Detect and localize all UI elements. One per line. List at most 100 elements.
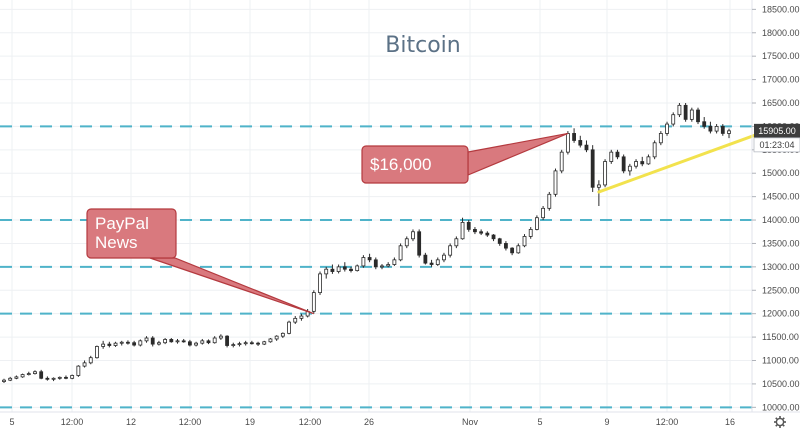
candle bbox=[274, 335, 279, 341]
candle bbox=[714, 124, 719, 134]
candle bbox=[8, 376, 13, 382]
candle-body bbox=[200, 340, 205, 344]
candle-body bbox=[8, 377, 13, 381]
candle bbox=[646, 154, 651, 165]
time-axis[interactable]: 5 12:00 12 12:00 19 12:00 26 Nov 5 9 12:00 16 bbox=[0, 411, 800, 427]
candle-body bbox=[231, 344, 236, 346]
candle-body bbox=[398, 245, 403, 261]
callout: PayPal News bbox=[86, 208, 315, 315]
candle bbox=[547, 191, 552, 211]
candle bbox=[615, 149, 620, 160]
candle bbox=[361, 255, 366, 268]
candle bbox=[150, 336, 155, 347]
price-tick-label: 12500.00 bbox=[762, 285, 800, 295]
callout-box bbox=[86, 208, 177, 259]
price-tick-label: 15000.00 bbox=[762, 168, 800, 178]
candle-body bbox=[163, 339, 168, 344]
candle bbox=[20, 373, 25, 378]
price-tick-label: 10500.00 bbox=[762, 379, 800, 389]
candle bbox=[101, 340, 106, 349]
candle-body bbox=[187, 341, 192, 346]
candle-body bbox=[404, 238, 409, 247]
candle-body bbox=[559, 151, 564, 172]
candle-body bbox=[609, 151, 614, 162]
candle-body bbox=[268, 338, 273, 343]
candle-body bbox=[367, 257, 372, 261]
candle bbox=[194, 341, 198, 347]
candle bbox=[14, 375, 19, 380]
candle-body bbox=[132, 342, 137, 346]
candle bbox=[212, 336, 217, 344]
candle bbox=[82, 360, 87, 368]
price-axis[interactable]: 10000.00 10500.00 11000.00 11500.00 12000.00… bbox=[751, 0, 800, 412]
price-tick-label: 17500.00 bbox=[762, 51, 800, 61]
candle-body bbox=[206, 340, 211, 344]
candle bbox=[485, 231, 490, 237]
candle bbox=[429, 259, 434, 267]
candle bbox=[609, 149, 614, 164]
candle-body bbox=[101, 343, 106, 347]
price-tick-label: 10000.00 bbox=[762, 402, 800, 412]
candle-body bbox=[565, 133, 570, 153]
candle-body bbox=[175, 340, 180, 343]
candle-body bbox=[76, 365, 81, 376]
candle-body bbox=[119, 341, 124, 344]
candle bbox=[299, 313, 304, 321]
price-tick-label: 17000.00 bbox=[762, 75, 800, 85]
candle-body bbox=[646, 156, 651, 165]
candle-body bbox=[658, 133, 663, 144]
candle-body bbox=[51, 377, 56, 380]
candle bbox=[572, 128, 576, 143]
candle bbox=[187, 339, 192, 347]
candle-body bbox=[553, 170, 558, 195]
candle bbox=[373, 257, 378, 270]
candle bbox=[206, 339, 211, 345]
candle bbox=[435, 257, 440, 266]
candle-body bbox=[64, 376, 68, 379]
candle bbox=[175, 338, 180, 344]
time-tick-label: 19 bbox=[245, 417, 255, 427]
candle bbox=[386, 262, 391, 268]
callout-pointer bbox=[467, 132, 569, 176]
candle bbox=[423, 252, 428, 265]
time-tick-label: 12:00 bbox=[299, 417, 322, 427]
candle bbox=[33, 370, 37, 375]
candle bbox=[231, 342, 236, 348]
candle-body bbox=[373, 259, 378, 268]
candle-body bbox=[33, 371, 37, 375]
candle bbox=[584, 140, 589, 153]
candle-body bbox=[82, 362, 87, 367]
candle bbox=[2, 378, 6, 383]
price-tick-label: 18500.00 bbox=[762, 4, 800, 14]
candle bbox=[727, 128, 731, 139]
candle bbox=[417, 229, 422, 258]
candle bbox=[411, 229, 415, 242]
candle bbox=[621, 154, 626, 174]
candle-body bbox=[442, 254, 446, 261]
settings-gear-icon[interactable] bbox=[774, 416, 786, 428]
candle-body bbox=[14, 376, 19, 379]
candle bbox=[522, 234, 527, 248]
trendline bbox=[597, 129, 768, 194]
callout-label: $16,000 bbox=[370, 155, 431, 174]
candle bbox=[119, 340, 124, 346]
grid bbox=[0, 0, 752, 412]
last-price-label: 15905.00 bbox=[758, 126, 796, 136]
candle bbox=[225, 335, 229, 348]
candle bbox=[138, 339, 143, 347]
candle bbox=[200, 338, 205, 345]
candle-body bbox=[411, 231, 415, 240]
candle-body bbox=[311, 292, 316, 312]
candle-body bbox=[280, 332, 285, 337]
candle-body bbox=[392, 259, 397, 265]
price-tick-label: 16500.00 bbox=[762, 98, 800, 108]
candle bbox=[70, 374, 75, 380]
candle bbox=[95, 345, 99, 359]
candle-body bbox=[603, 161, 607, 186]
candle-body bbox=[714, 126, 719, 132]
price-tick-label: 18000.00 bbox=[762, 28, 800, 38]
candle bbox=[466, 220, 471, 232]
price-tick-label: 11000.00 bbox=[762, 356, 799, 366]
candle-body bbox=[454, 238, 459, 247]
candle-body bbox=[634, 161, 638, 167]
